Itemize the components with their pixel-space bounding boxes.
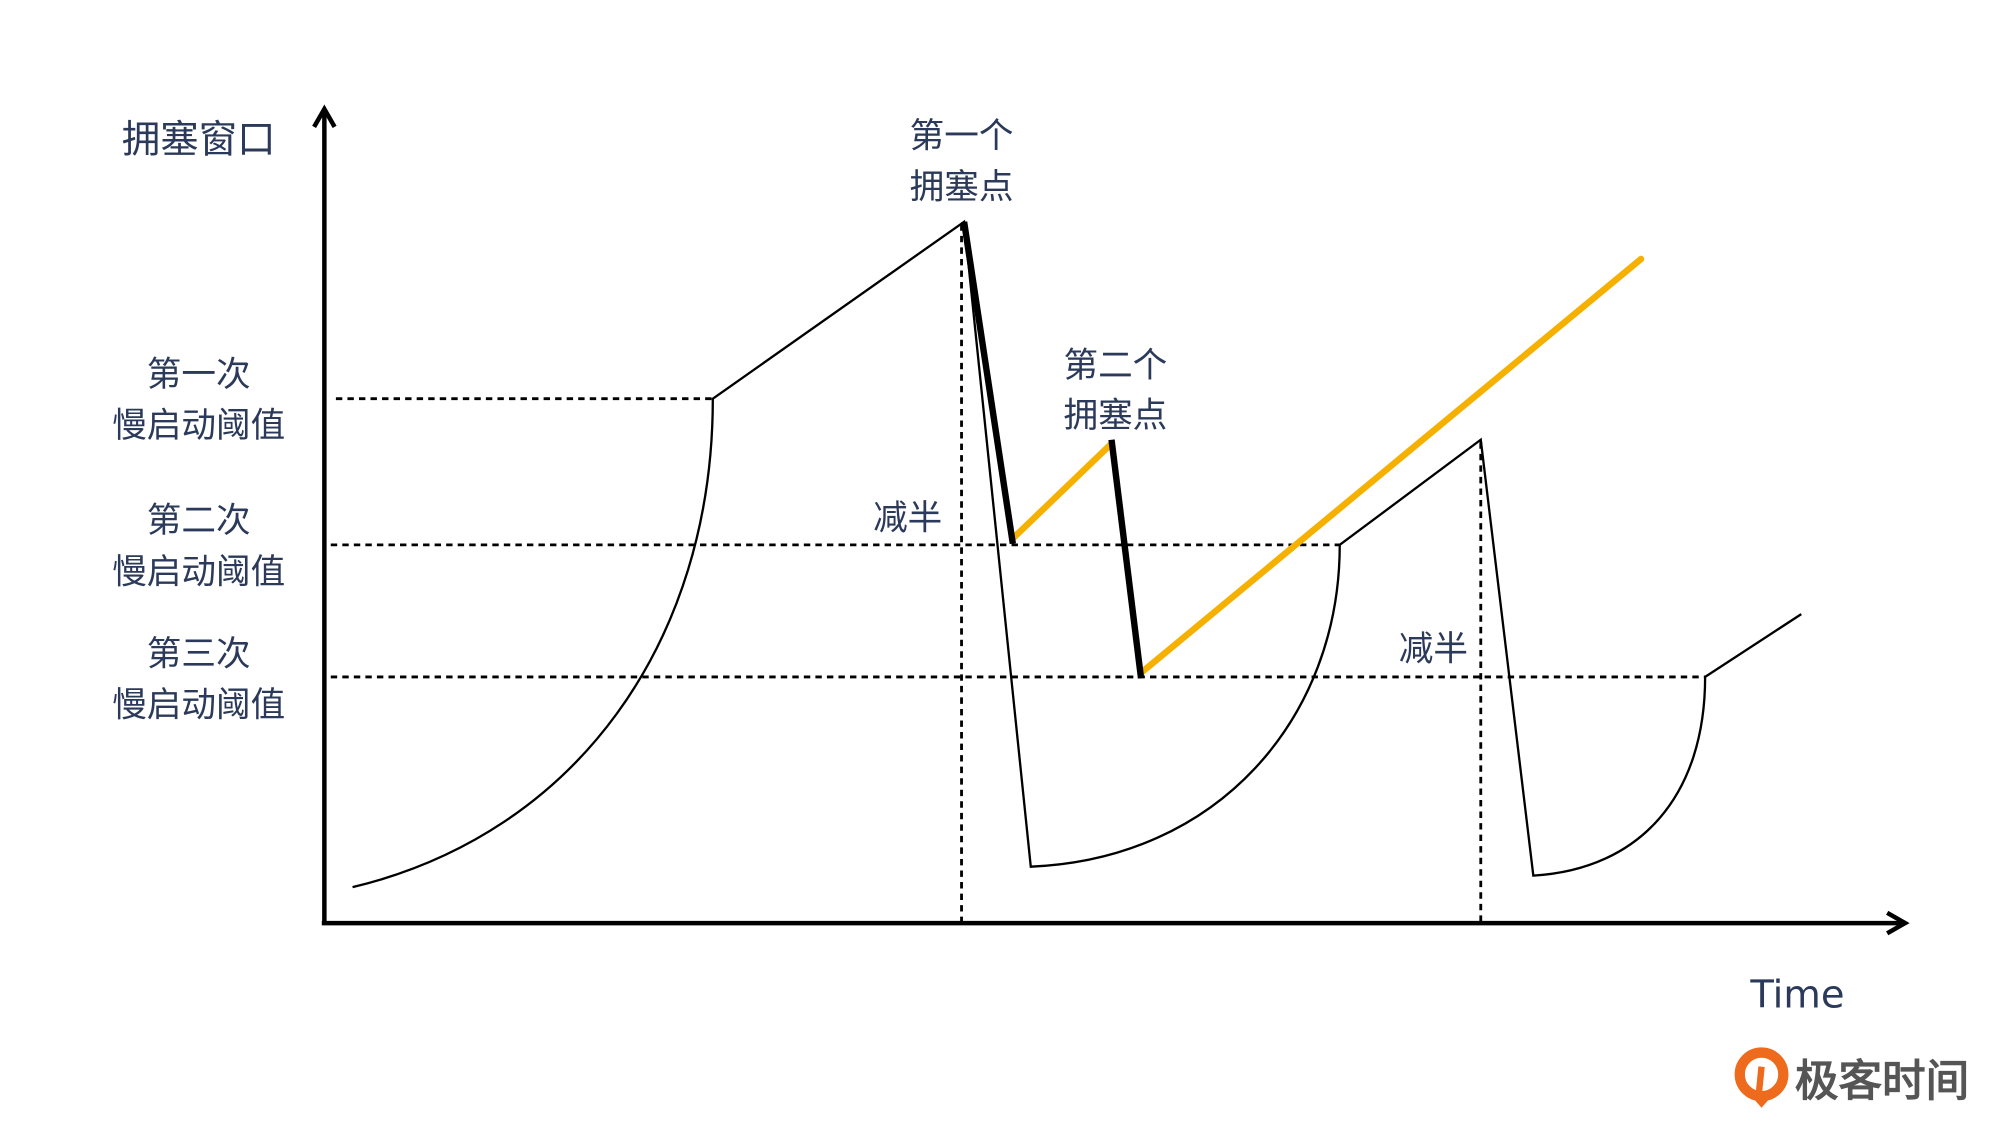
- axes: [312, 104, 1910, 936]
- threshold-label-2-line2: 慢启动阈值: [112, 552, 285, 592]
- logo-text: 极客时间: [1795, 1057, 1969, 1107]
- second-congestion-label-line2: 拥塞点: [1063, 396, 1167, 436]
- y-axis-label: 拥塞窗口: [122, 118, 276, 163]
- congestion-window-curve: [352, 219, 1802, 889]
- halve-label-1: 减半: [873, 498, 942, 538]
- x-axis-arrow: [1886, 910, 1910, 936]
- fast-recovery-line-1: [1009, 440, 1115, 542]
- halve-drop-2: [1108, 439, 1145, 679]
- halve-drop-1: [960, 221, 1016, 545]
- threshold-label-1-line1: 第一次: [147, 355, 251, 395]
- geektime-logo: 极客时间: [1734, 1047, 1969, 1108]
- first-congestion-label-line2: 拥塞点: [910, 168, 1014, 208]
- threshold-label-2-line1: 第二次: [147, 501, 251, 541]
- first-congestion-label-line1: 第一个: [910, 116, 1014, 156]
- y-axis-arrow: [312, 104, 337, 129]
- second-congestion-label-line1: 第二个: [1063, 346, 1167, 386]
- threshold-label-3-line1: 第三次: [147, 634, 251, 674]
- x-axis-label: Time: [1749, 973, 1844, 1018]
- logo-icon: [1734, 1047, 1789, 1108]
- threshold-label-1-line2: 慢启动阈值: [112, 406, 285, 446]
- threshold-label-3-line2: 慢启动阈值: [112, 686, 285, 726]
- halve-label-2: 减半: [1399, 629, 1468, 669]
- fast-recovery-line-2: [1139, 255, 1645, 675]
